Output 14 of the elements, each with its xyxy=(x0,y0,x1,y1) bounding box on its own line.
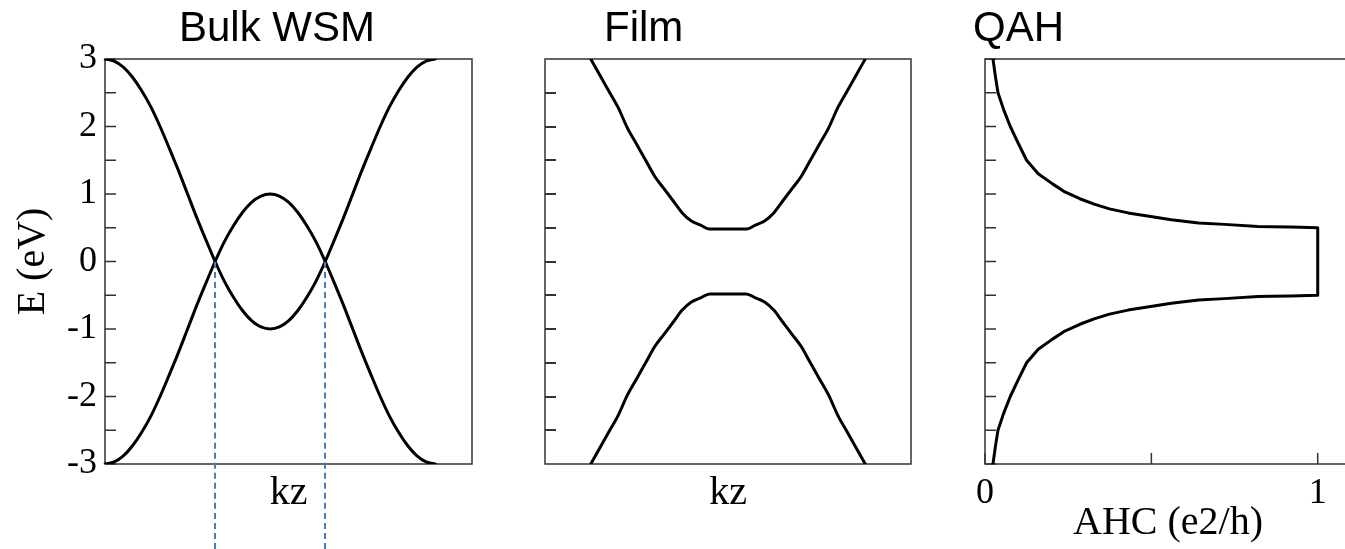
x-axis-title: kz xyxy=(269,467,308,513)
y-tick-label: -2 xyxy=(67,373,97,414)
y-tick-label: 0 xyxy=(79,238,97,279)
y-tick-label: 2 xyxy=(79,103,97,144)
y-tick-label: -3 xyxy=(67,441,97,482)
x-axis-title: kz xyxy=(709,467,747,513)
chart-title: Bulk WSM xyxy=(179,3,376,50)
chart-title: QAH xyxy=(973,3,1065,50)
chart-title: Film xyxy=(604,3,684,50)
y-tick-label: 1 xyxy=(79,171,97,212)
y-axis-title: E (eV) xyxy=(7,207,53,316)
x-axis-title: AHC (e2/h) xyxy=(1073,497,1263,543)
y-tick-label: -1 xyxy=(67,306,97,347)
y-tick-label: 3 xyxy=(79,36,97,77)
